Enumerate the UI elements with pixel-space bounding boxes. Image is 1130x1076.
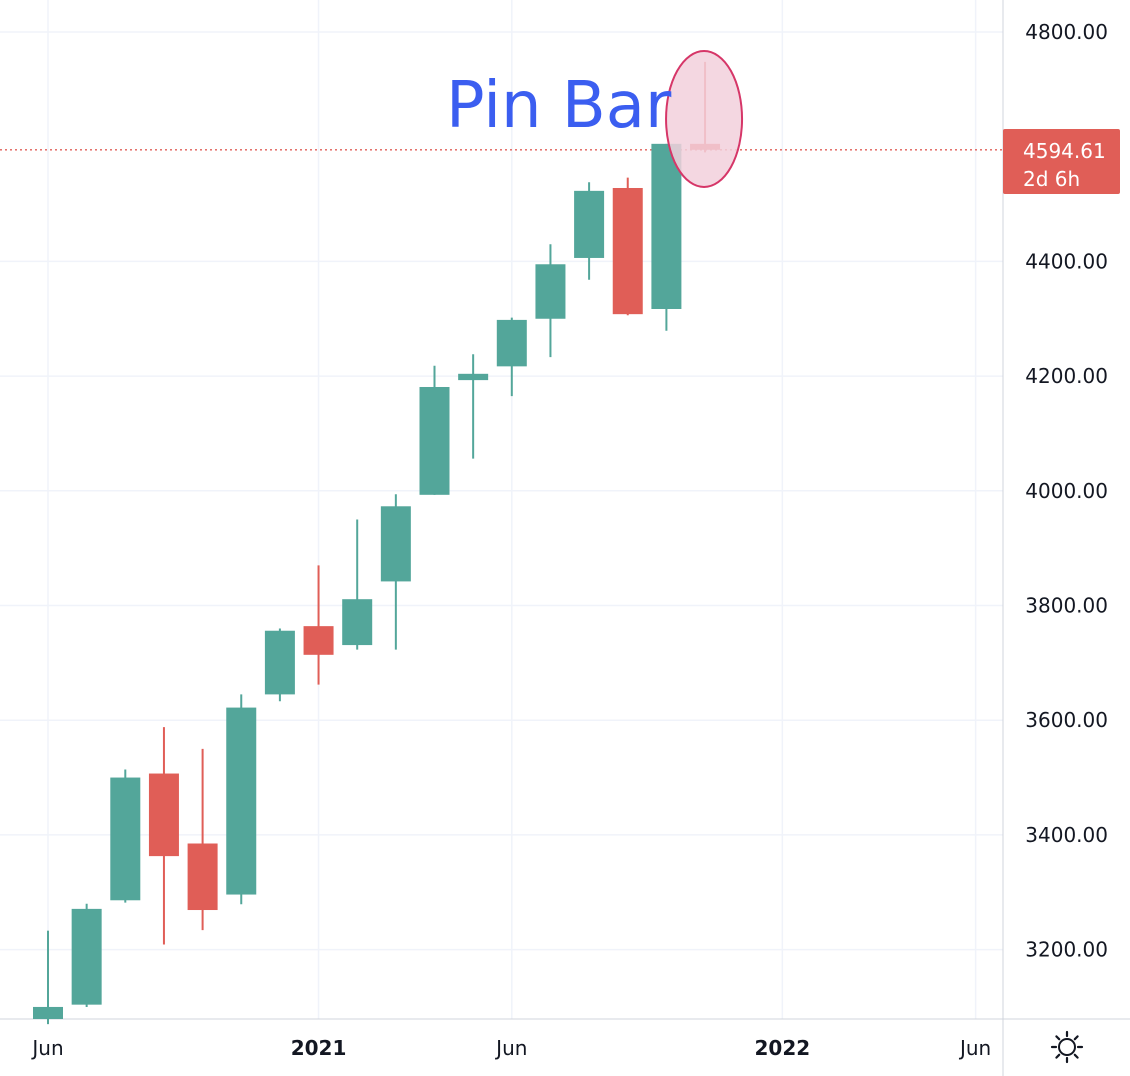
- candle: [651, 143, 682, 331]
- candle: [71, 903, 102, 1007]
- bar-countdown: 2d 6h: [1023, 167, 1080, 191]
- price-axis[interactable]: 3200.00 3400.00 3600.00 3800.00 4000.00 4200.…: [1025, 20, 1108, 962]
- candle-body: [574, 190, 605, 258]
- y-tick-label: 4800.00: [1025, 20, 1108, 44]
- y-tick-label: 4000.00: [1025, 479, 1108, 503]
- candle: [110, 769, 141, 903]
- candle: [612, 177, 643, 316]
- candle-body: [148, 773, 179, 857]
- gear-icon: [1050, 1030, 1084, 1064]
- candle-body: [535, 264, 566, 319]
- x-tick-label: 2022: [755, 1036, 811, 1060]
- current-price-label: 4594.61 2d 6h: [1003, 129, 1120, 194]
- candle: [187, 748, 218, 931]
- candle: [342, 519, 373, 650]
- candle-body: [458, 373, 489, 381]
- candle: [458, 354, 489, 459]
- candle: [419, 365, 450, 495]
- y-tick-label: 3800.00: [1025, 594, 1108, 618]
- y-tick-label: 3200.00: [1025, 938, 1108, 962]
- candle-body: [226, 707, 257, 895]
- candles-layer: [33, 61, 721, 1025]
- candle: [303, 565, 334, 685]
- candle: [496, 317, 527, 397]
- y-tick-label: 3400.00: [1025, 823, 1108, 847]
- candle: [33, 930, 63, 1025]
- pin-bar-highlight: [665, 50, 744, 188]
- candle: [148, 727, 179, 945]
- candle-body: [651, 143, 682, 310]
- candle-body: [342, 599, 373, 646]
- candle-body: [612, 187, 643, 315]
- y-tick-label: 3600.00: [1025, 708, 1108, 732]
- candle: [226, 694, 257, 905]
- current-price-value: 4594.61: [1023, 139, 1106, 163]
- candle-body: [496, 319, 527, 367]
- candle-body: [380, 506, 411, 582]
- x-tick-label: Jun: [958, 1036, 991, 1060]
- x-tick-label: Jun: [494, 1036, 527, 1060]
- time-axis[interactable]: Jun 2021 Jun 2022 Jun: [30, 1036, 991, 1060]
- chart-settings-button[interactable]: [1046, 1026, 1088, 1068]
- grid-lines: [0, 0, 1003, 1019]
- candle-body: [33, 1006, 63, 1019]
- candle: [264, 628, 295, 702]
- candle-body: [419, 386, 450, 495]
- candle: [535, 244, 566, 358]
- candle: [574, 182, 605, 280]
- pin-bar-annotation: Pin Bar: [446, 69, 672, 143]
- x-tick-label: 2021: [291, 1036, 347, 1060]
- y-tick-label: 4400.00: [1025, 249, 1108, 273]
- candle: [380, 494, 411, 650]
- candle-body: [264, 630, 295, 695]
- y-tick-label: 4200.00: [1025, 364, 1108, 388]
- candle-body: [187, 843, 218, 911]
- candle-body: [71, 908, 102, 1005]
- candle-body: [303, 626, 334, 655]
- candle-body: [110, 777, 141, 901]
- current-price-label-bg: [1003, 129, 1120, 194]
- x-tick-label: Jun: [30, 1036, 63, 1060]
